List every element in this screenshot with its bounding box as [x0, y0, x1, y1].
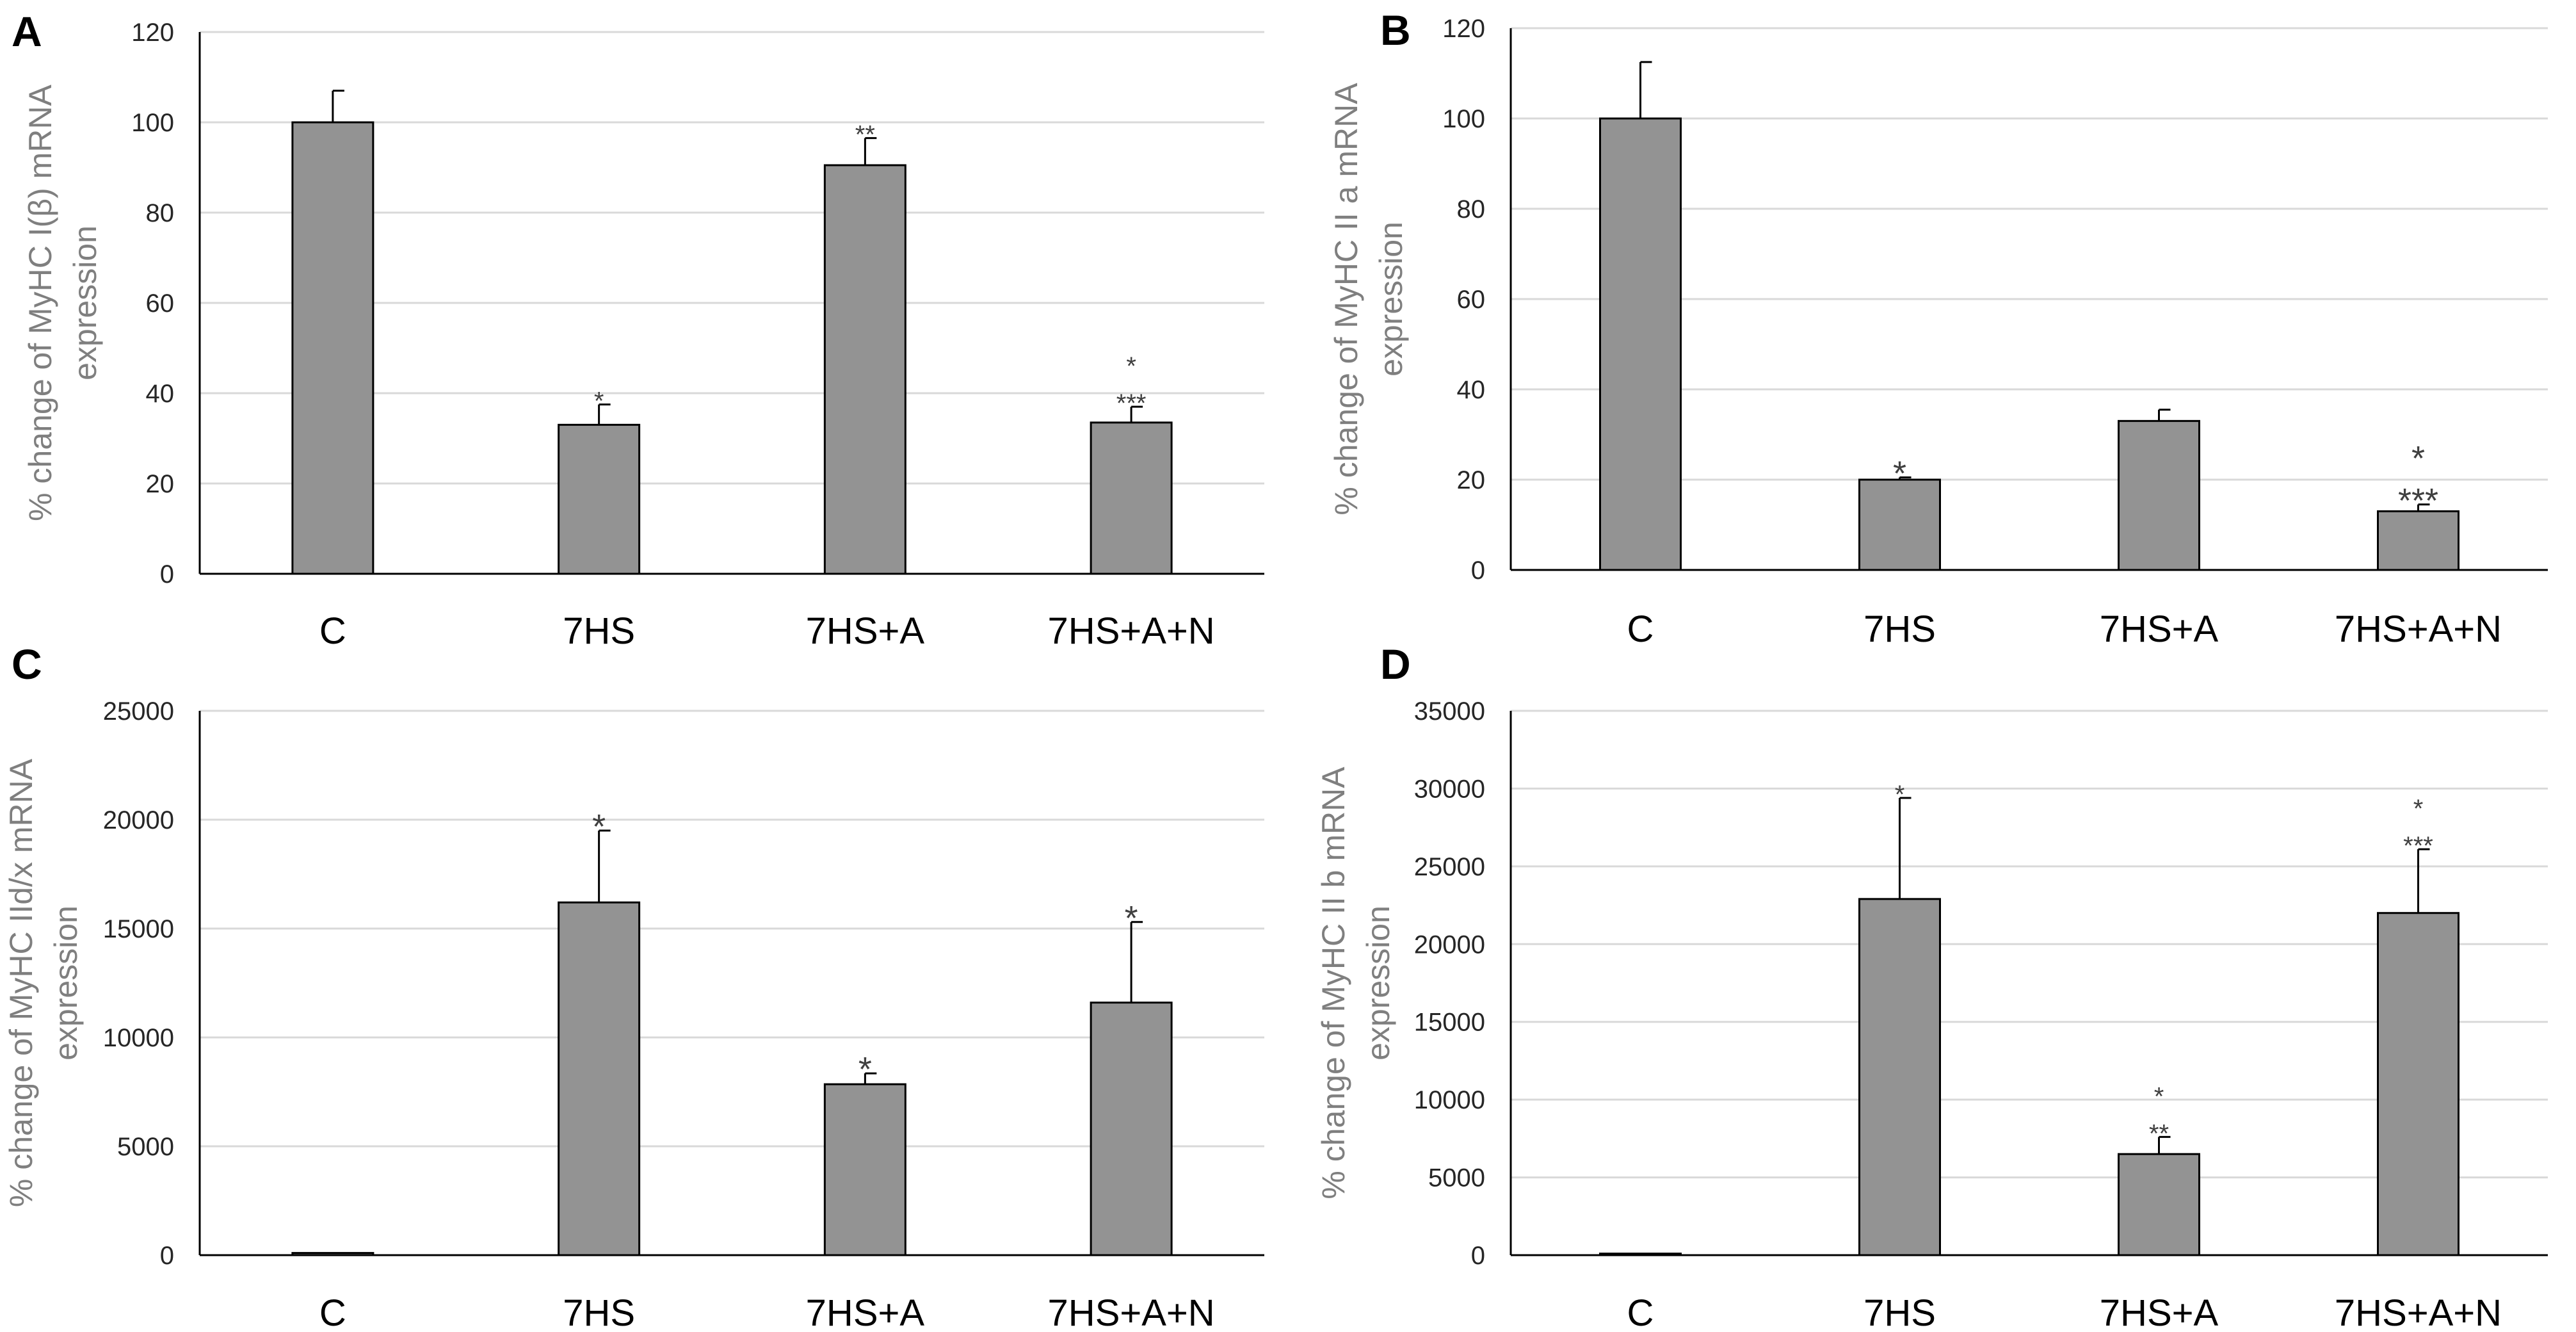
bar-7hs-plus-a: [2118, 1153, 2200, 1256]
bar-7hs-plus-a-plus-n: [1090, 1002, 1173, 1256]
x-tick-label: C: [319, 1292, 346, 1332]
bar-c: [1599, 1253, 1682, 1256]
bar-c: [291, 1252, 374, 1256]
y-tick-label: 0: [160, 1242, 174, 1270]
y-tick-label: 20000: [1414, 930, 1485, 959]
bar-c: [1599, 117, 1682, 571]
y-tick-label: 25000: [1414, 853, 1485, 881]
y-tick-label: 100: [131, 109, 174, 137]
y-tick-label: 20: [1457, 466, 1486, 494]
x-tick-label: 7HS: [1864, 1292, 1936, 1332]
y-axis-label: % change of MyHC I(β) mRNA: [22, 85, 58, 521]
significance-marker: *: [2154, 1082, 2164, 1110]
significance-marker: *: [1895, 781, 1905, 809]
y-tick-label: 0: [1471, 556, 1485, 585]
x-tick-label: 7HS+A+N: [1048, 1292, 1215, 1332]
x-tick-label: 7HS+A+N: [2335, 1292, 2502, 1332]
y-tick-label: 0: [160, 560, 174, 589]
y-axis-label: expression: [1373, 222, 1409, 377]
significance-marker: ***: [2398, 482, 2438, 520]
panel-letter: C: [12, 640, 42, 688]
panel-d: D 0 5000 10000 15000 20000 25000 30000 35000 C * 7H…: [1316, 640, 2548, 1332]
significance-marker: *: [2413, 795, 2424, 823]
y-tick-label: 5000: [117, 1133, 174, 1161]
x-tick-label: 7HS+A+N: [1048, 610, 1215, 652]
x-tick-label: C: [1627, 608, 1654, 650]
bar-7hs-plus-a: [2118, 419, 2200, 571]
significance-marker: *: [2411, 439, 2425, 478]
y-tick-label: 10000: [1414, 1086, 1485, 1114]
significance-marker: *: [1893, 454, 1906, 492]
y-tick-label: 60: [146, 289, 175, 318]
bar-7hs: [558, 423, 641, 575]
y-tick-label: 100: [1442, 105, 1485, 133]
y-tick-label: 10000: [103, 1024, 174, 1052]
panel-a: A020406080100120C*7HS**7HS+A****7HS+A+N%…: [12, 8, 1264, 652]
significance-marker: ***: [1116, 389, 1147, 418]
bar-7hs-plus-a: [823, 1083, 906, 1256]
bar-7hs-plus-a-plus-n: [1090, 421, 1173, 575]
significance-marker: *: [858, 1050, 872, 1089]
y-tick-label: 120: [131, 19, 174, 47]
bar-c: [291, 121, 374, 575]
bar-7hs-plus-a: [823, 164, 906, 575]
significance-marker: **: [855, 121, 875, 149]
panel-letter: B: [1380, 6, 1411, 54]
x-tick-label: 7HS+A: [2100, 608, 2219, 650]
y-tick-label: 5000: [1428, 1164, 1485, 1192]
x-tick-label: 7HS: [1864, 608, 1936, 650]
y-tick-label: 120: [1442, 15, 1485, 43]
bar-7hs-plus-a-plus-n: [2377, 912, 2459, 1256]
panel-letter: D: [1380, 640, 1411, 688]
bar-7hs-plus-a-plus-n: [2377, 510, 2459, 571]
y-tick-label: 0: [1471, 1242, 1485, 1270]
y-axis-label: % change of MyHC II b mRNA: [1316, 767, 1351, 1199]
y-axis-label: expression: [48, 906, 84, 1060]
y-tick-label: 80: [1457, 195, 1486, 223]
y-tick-label: 40: [1457, 376, 1486, 404]
significance-marker: *: [1126, 352, 1136, 380]
bar-7hs: [1858, 478, 1941, 571]
x-tick-label: C: [1627, 1292, 1654, 1332]
x-tick-label: 7HS+A+N: [2335, 608, 2502, 650]
significance-marker: ***: [2403, 832, 2433, 860]
panel-c: C 0 5000 10000 15000 20000 25000 C * 7HS * 7HS+A * 7H…: [3, 640, 1264, 1332]
significance-marker: *: [594, 387, 604, 416]
y-axis-label: expression: [1360, 906, 1396, 1060]
y-axis-label: expression: [67, 225, 103, 380]
y-tick-label: 15000: [103, 915, 174, 943]
x-tick-label: 7HS+A: [2100, 1292, 2219, 1332]
y-tick-label: 30000: [1414, 775, 1485, 803]
y-tick-label: 25000: [103, 697, 174, 726]
y-axis-label: % change of MyHC IId/x mRNA: [3, 758, 39, 1207]
y-tick-label: 80: [146, 199, 175, 227]
significance-marker: *: [1125, 899, 1138, 938]
y-tick-label: 40: [146, 380, 175, 408]
y-axis-label: % change of MyHC II a mRNA: [1328, 83, 1364, 516]
significance-marker: **: [2149, 1119, 2169, 1148]
y-tick-label: 60: [1457, 286, 1486, 314]
bar-7hs: [558, 901, 641, 1256]
significance-marker: *: [592, 808, 606, 846]
y-tick-label: 20: [146, 470, 175, 498]
x-tick-label: 7HS: [563, 610, 635, 652]
y-tick-label: 35000: [1414, 697, 1485, 726]
x-tick-label: 7HS+A: [806, 1292, 925, 1332]
bar-7hs: [1858, 898, 1941, 1256]
y-tick-label: 20000: [103, 806, 174, 834]
x-tick-label: 7HS+A: [806, 610, 925, 652]
x-tick-label: 7HS: [563, 1292, 635, 1332]
x-tick-label: C: [319, 610, 346, 652]
panel-letter: A: [12, 8, 42, 55]
y-tick-label: 15000: [1414, 1009, 1485, 1037]
